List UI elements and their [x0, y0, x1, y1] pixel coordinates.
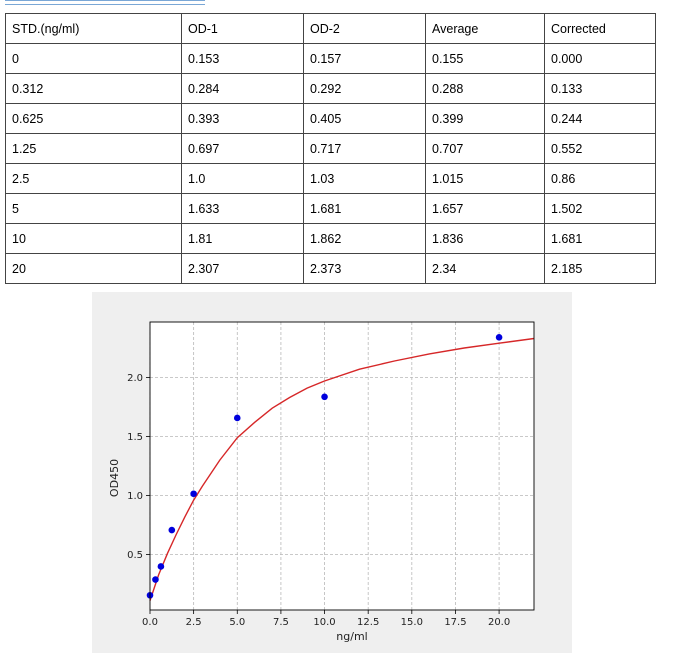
header-cell: Corrected — [544, 13, 656, 44]
table-cell: 0.717 — [303, 133, 426, 164]
table-cell: 1.25 — [5, 133, 182, 164]
data-point — [157, 563, 165, 570]
data-point — [495, 334, 503, 341]
table-cell: 1.015 — [425, 163, 545, 194]
table-header-row: STD.(ng/ml) OD-1 OD-2 Average Corrected — [5, 13, 656, 44]
data-point — [190, 490, 197, 498]
x-tick-label: 0.0 — [142, 617, 158, 628]
header-cell: OD-1 — [181, 13, 304, 44]
table-cell: 1.81 — [181, 223, 304, 254]
plot-frame — [149, 321, 535, 611]
fit-curve-line — [149, 337, 535, 601]
x-tick-label: 7.5 — [273, 617, 289, 628]
header-cell: STD.(ng/ml) — [5, 13, 182, 44]
table-row: 10 1.81 1.862 1.836 1.681 — [5, 223, 656, 254]
table-cell: 10 — [5, 223, 182, 254]
y-tick-label: 1.0 — [127, 491, 143, 502]
table-row: 0 0.153 0.157 0.155 0.000 — [5, 43, 656, 74]
table-row: 2.5 1.0 1.03 1.015 0.86 — [5, 163, 656, 194]
table-cell: 0.393 — [181, 103, 304, 134]
table-cell: 0.707 — [425, 133, 545, 164]
table-cell: 0.155 — [425, 43, 545, 74]
x-tick-label: 10.0 — [313, 617, 335, 628]
y-tick-label: 1.5 — [127, 432, 143, 443]
table-row: 20 2.307 2.373 2.34 2.185 — [5, 253, 656, 284]
chart-panel: 0.0 2.5 5.0 7.5 10.0 12.5 15.0 17.5 20.0 0.5 1.0 1.… — [92, 292, 572, 653]
top-rule — [5, 0, 205, 5]
table-cell: 0.157 — [303, 43, 426, 74]
x-tick-label: 2.5 — [186, 617, 202, 628]
standard-table: STD.(ng/ml) OD-1 OD-2 Average Corrected 0 0.15… — [5, 13, 656, 284]
table-cell: 0.86 — [544, 163, 656, 194]
header-cell: Average — [425, 13, 545, 44]
data-point — [321, 393, 328, 401]
table-cell: 1.862 — [303, 223, 426, 254]
table-cell: 2.307 — [181, 253, 304, 284]
plot-area — [150, 322, 534, 610]
table-cell: 0.399 — [425, 103, 545, 134]
table-cell: 1.836 — [425, 223, 545, 254]
table-cell: 2.5 — [5, 163, 182, 194]
table-cell: 20 — [5, 253, 182, 284]
table-cell: 2.185 — [544, 253, 656, 284]
x-tick-label: 15.0 — [401, 617, 423, 628]
table-cell: 1.681 — [303, 193, 426, 224]
table-cell: 0 — [5, 43, 182, 74]
table-cell: 1.502 — [544, 193, 656, 224]
table-cell: 0.244 — [544, 103, 656, 134]
table-row: 5 1.633 1.681 1.657 1.502 — [5, 193, 656, 224]
table-cell: 2.34 — [425, 253, 545, 284]
table-row: 1.25 0.697 0.717 0.707 0.552 — [5, 133, 656, 164]
table-cell: 1.0 — [181, 163, 304, 194]
table-row: 0.625 0.393 0.405 0.399 0.244 — [5, 103, 656, 134]
table-cell: 0.405 — [303, 103, 426, 134]
header-cell: OD-2 — [303, 13, 426, 44]
standard-curve-chart: 0.0 2.5 5.0 7.5 10.0 12.5 15.0 17.5 20.0 0.5 1.0 1.… — [108, 321, 535, 643]
x-tick-label: 5.0 — [229, 617, 245, 628]
x-axis-label: ng/ml — [336, 630, 367, 643]
table-cell: 2.373 — [303, 253, 426, 284]
table-cell: 0.697 — [181, 133, 304, 164]
table-cell: 0.625 — [5, 103, 182, 134]
data-point — [168, 526, 176, 534]
table-cell: 1.681 — [544, 223, 656, 254]
table-cell: 1.657 — [425, 193, 545, 224]
data-point — [152, 576, 159, 583]
data-point — [233, 414, 241, 422]
table-cell: 0.000 — [544, 43, 656, 74]
table-cell: 0.153 — [181, 43, 304, 74]
table-cell: 5 — [5, 193, 182, 224]
table-row: 0.312 0.284 0.292 0.288 0.133 — [5, 73, 656, 104]
x-tick-label: 12.5 — [357, 617, 379, 628]
table-cell: 1.633 — [181, 193, 304, 224]
table-cell: 0.288 — [425, 73, 545, 104]
table-cell: 0.552 — [544, 133, 656, 164]
table-cell: 0.284 — [181, 73, 304, 104]
x-tick-label: 17.5 — [444, 617, 466, 628]
table-cell: 1.03 — [303, 163, 426, 194]
table-cell: 0.312 — [5, 73, 182, 104]
x-tick-label: 20.0 — [488, 617, 510, 628]
y-tick-label: 2.0 — [127, 373, 143, 384]
table-cell: 0.133 — [544, 73, 656, 104]
table-cell: 0.292 — [303, 73, 426, 104]
y-tick-label: 0.5 — [127, 550, 143, 561]
y-axis-label: OD450 — [108, 459, 121, 497]
